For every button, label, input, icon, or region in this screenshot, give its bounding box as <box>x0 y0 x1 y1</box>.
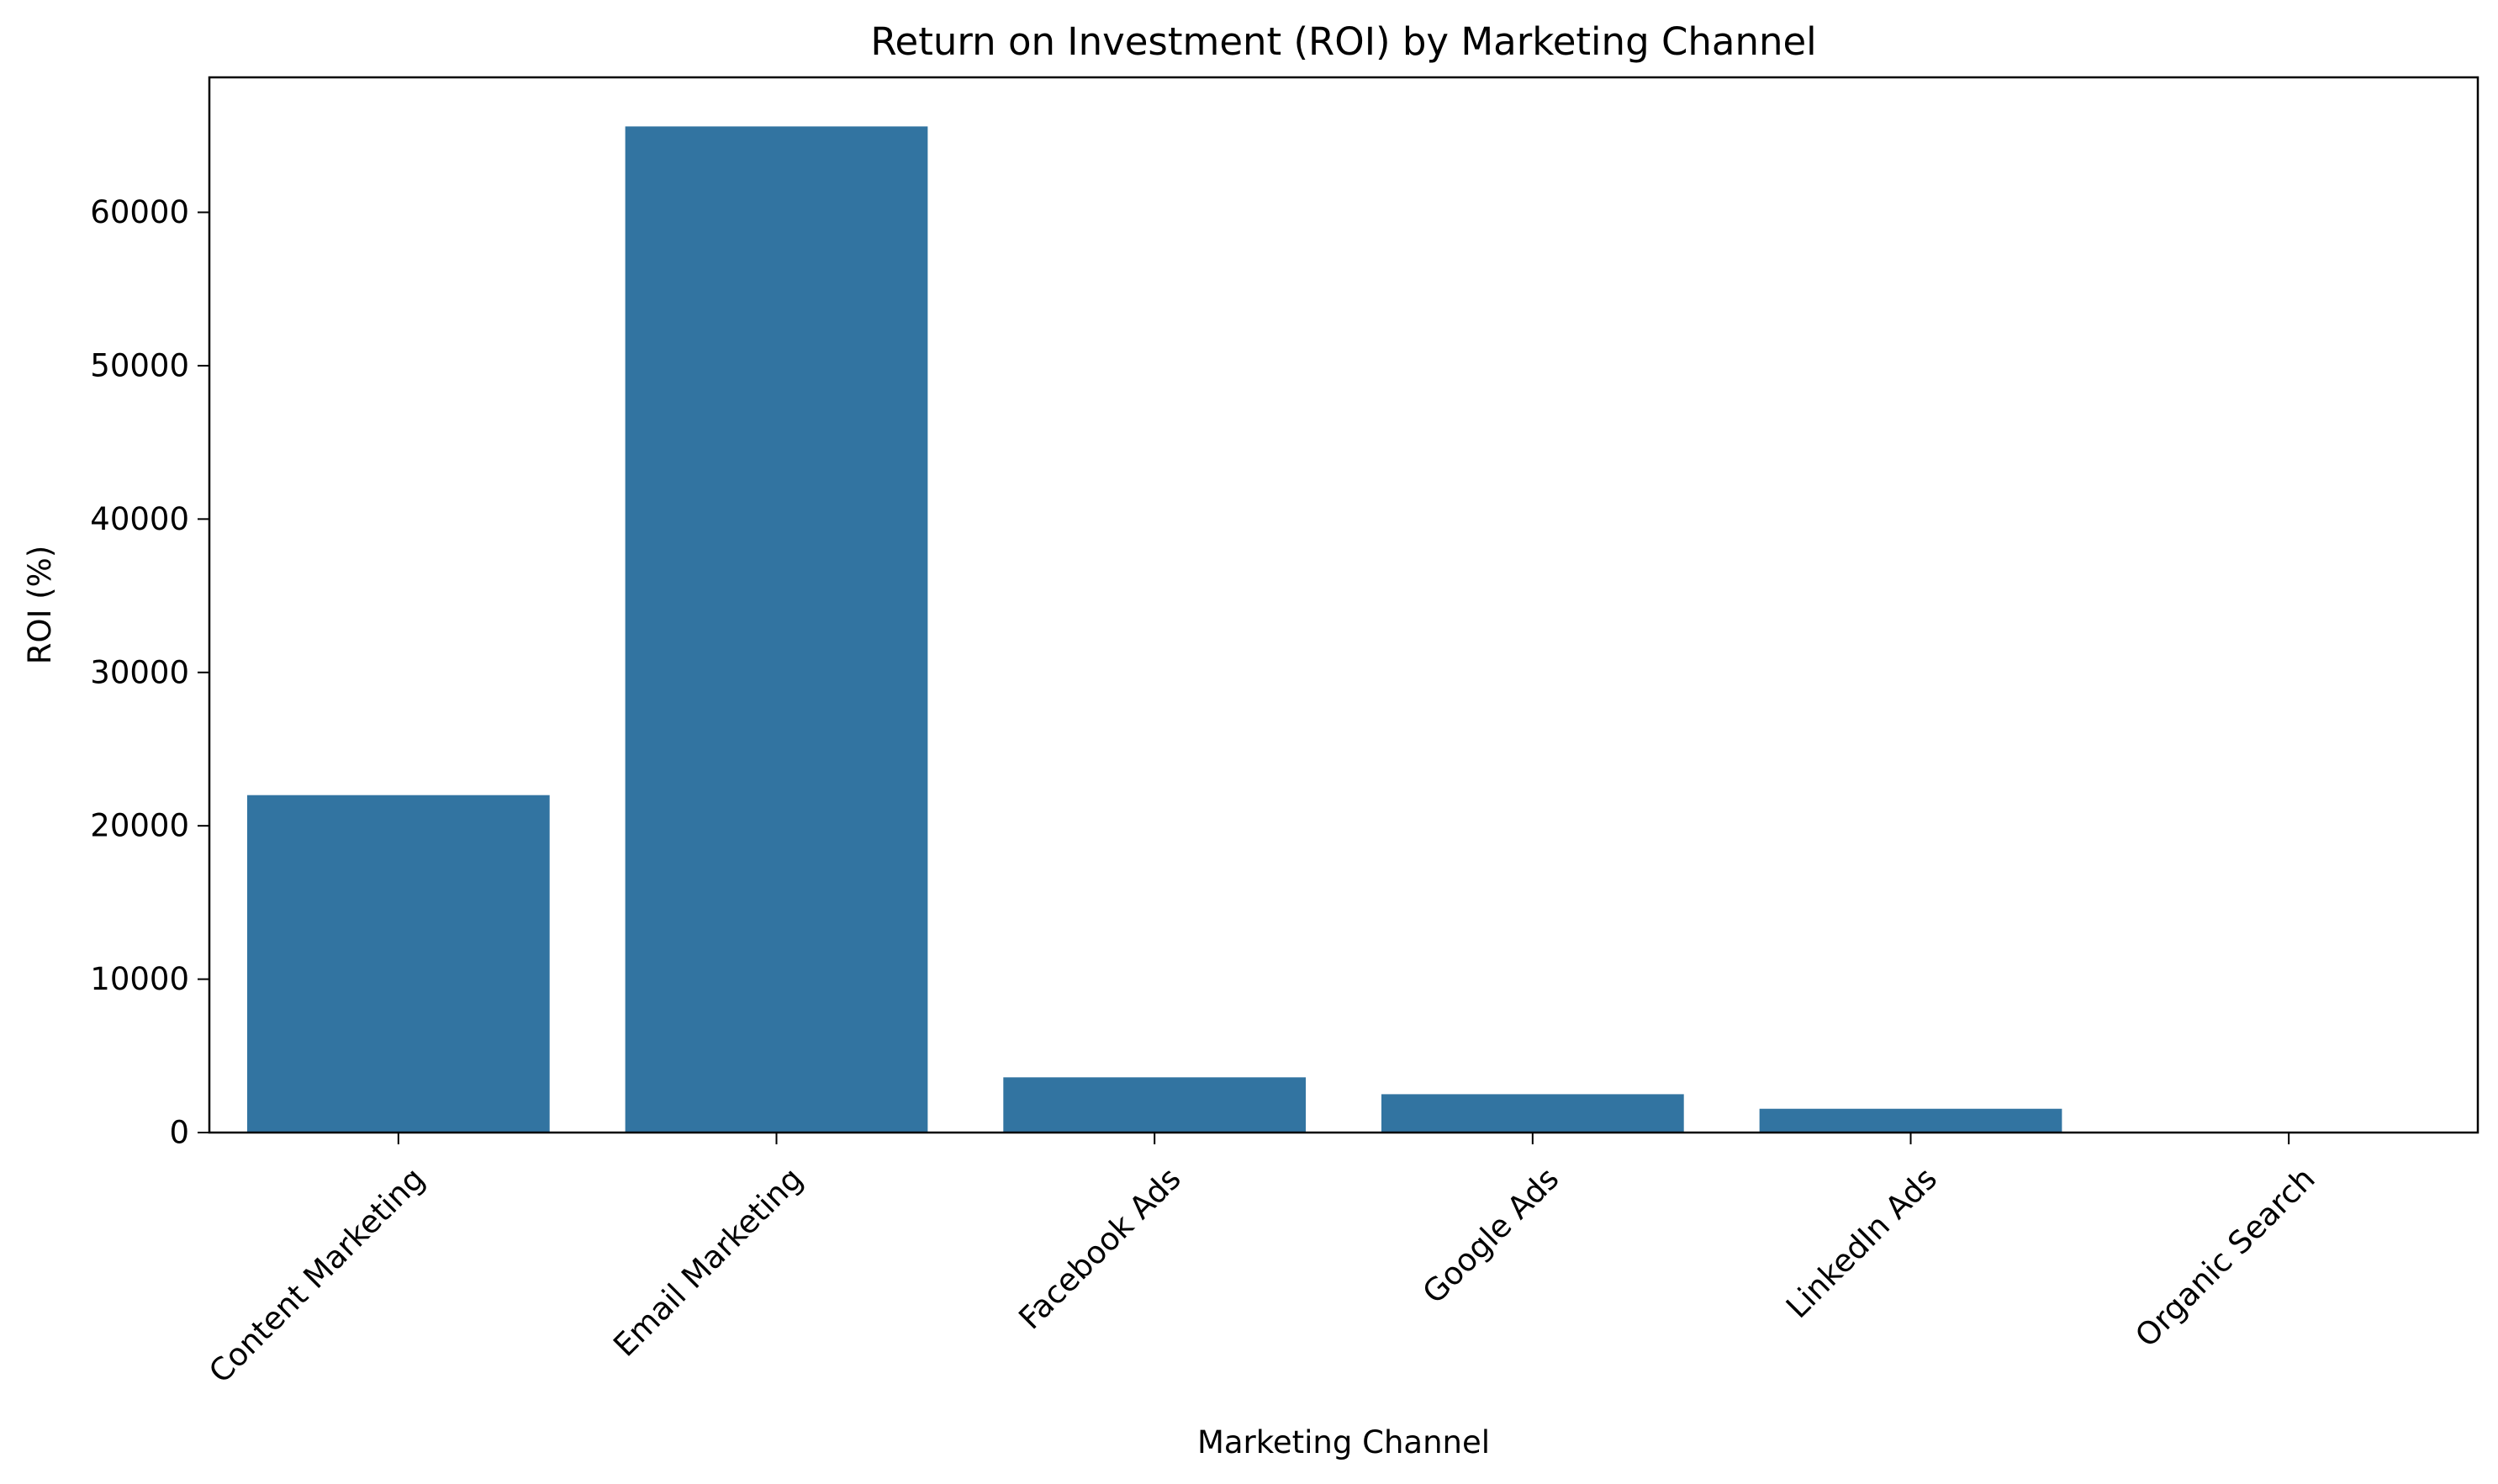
bar-facebook-ads <box>1003 1077 1307 1133</box>
y-axis-label: ROI (%) <box>22 546 58 665</box>
x-axis-ticks: Content Marketing Email Marketing Facebook… <box>202 1133 2322 1390</box>
x-tick-label: LinkedIn Ads <box>1779 1160 1944 1325</box>
y-tick-label: 30000 <box>90 654 189 690</box>
y-axis-ticks: 0 10000 20000 30000 40000 50000 60000 <box>90 194 209 1151</box>
x-tick-label: Google Ads <box>1416 1160 1566 1311</box>
plot-frame <box>208 76 2480 1134</box>
bar-linkedin-ads <box>1759 1108 2062 1133</box>
y-tick-label: 0 <box>169 1115 189 1151</box>
y-tick-label: 40000 <box>90 501 189 537</box>
bars <box>246 126 2062 1133</box>
bar-google-ads <box>1381 1094 1684 1133</box>
x-tick-label: Organic Search <box>2128 1160 2321 1354</box>
y-tick-label: 10000 <box>90 961 189 997</box>
x-tick-label: Email Marketing <box>606 1160 810 1364</box>
x-tick-label: Content Marketing <box>202 1160 431 1390</box>
x-tick-label: Facebook Ads <box>1011 1160 1187 1336</box>
bar-content-marketing <box>246 795 550 1133</box>
y-tick-label: 60000 <box>90 194 189 230</box>
x-axis-label: Marketing Channel <box>1197 1424 1490 1460</box>
y-tick-label: 20000 <box>90 808 189 844</box>
chart-title: Return on Investment (ROI) by Marketing … <box>870 19 1816 64</box>
y-tick-label: 50000 <box>90 347 189 383</box>
bar-email-marketing <box>625 126 928 1133</box>
